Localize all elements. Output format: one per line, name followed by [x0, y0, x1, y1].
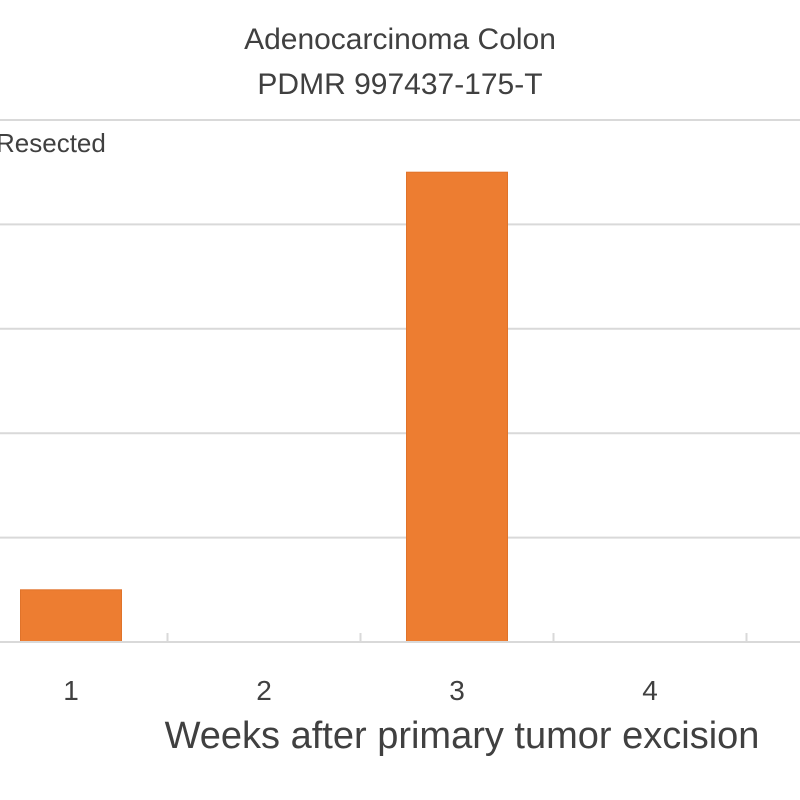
x-tick-label-1: 1 — [63, 675, 79, 706]
chart-subtitle: PDMR 997437-175-T — [257, 68, 542, 101]
x-tick-label-4: 4 — [642, 675, 658, 706]
x-axis-label: Weeks after primary tumor excision — [165, 715, 760, 757]
bar-week-1 — [20, 589, 122, 643]
x-tick-label-2: 2 — [256, 675, 272, 706]
x-axis — [0, 633, 800, 643]
chart-title: Adenocarcinoma Colon — [244, 23, 556, 56]
gridlines — [0, 119, 800, 539]
x-tick-labels: 1 2 3 4 — [63, 675, 658, 706]
y-axis-label: Resected — [0, 128, 106, 158]
bar-week-3 — [406, 171, 508, 643]
bars — [20, 171, 508, 643]
x-tick-label-3: 3 — [449, 675, 465, 706]
